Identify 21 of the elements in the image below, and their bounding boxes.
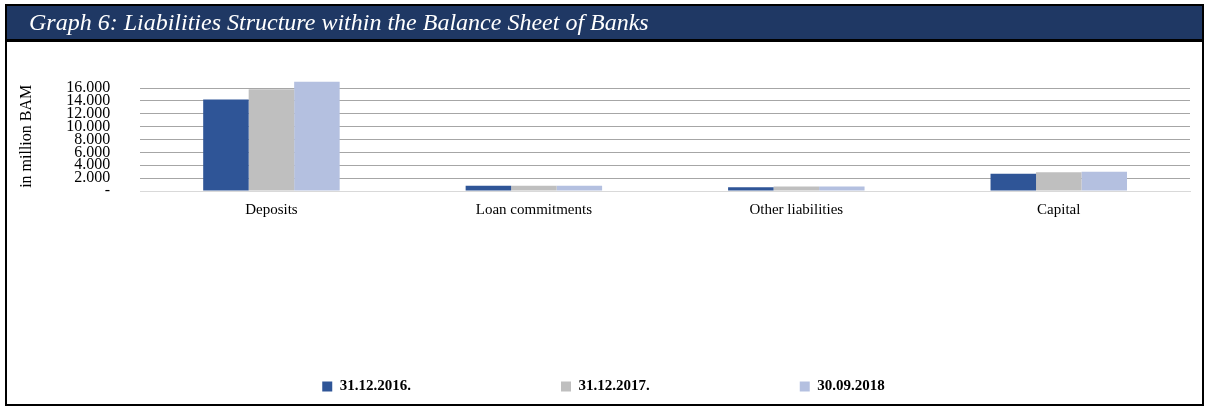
chart-title: Graph 6: Liabilities Structure within the Balance Sheet of Banks [7,6,1202,42]
bar [511,185,557,191]
legend-label: 31.12.2017. [578,377,650,394]
x-tick-label: Deposits [245,200,298,217]
bar [1081,171,1128,191]
x-tick-label: Capital [1037,200,1081,217]
bar [990,173,1037,191]
legend-label: 30.09.2018 [817,377,885,394]
bar [203,99,249,191]
bar [294,81,340,191]
bar [728,187,774,191]
x-tick-label: Loan commitments [475,200,593,217]
bar [248,89,295,191]
x-tick-label: Other liabilities [749,200,844,217]
bar [819,186,865,191]
bar [465,185,512,191]
legend-label: 31.12.2016. [339,377,412,394]
bar [1036,172,1082,191]
bar [773,186,820,191]
bar [556,185,603,191]
y-axis-title: in million BAM [16,84,34,188]
